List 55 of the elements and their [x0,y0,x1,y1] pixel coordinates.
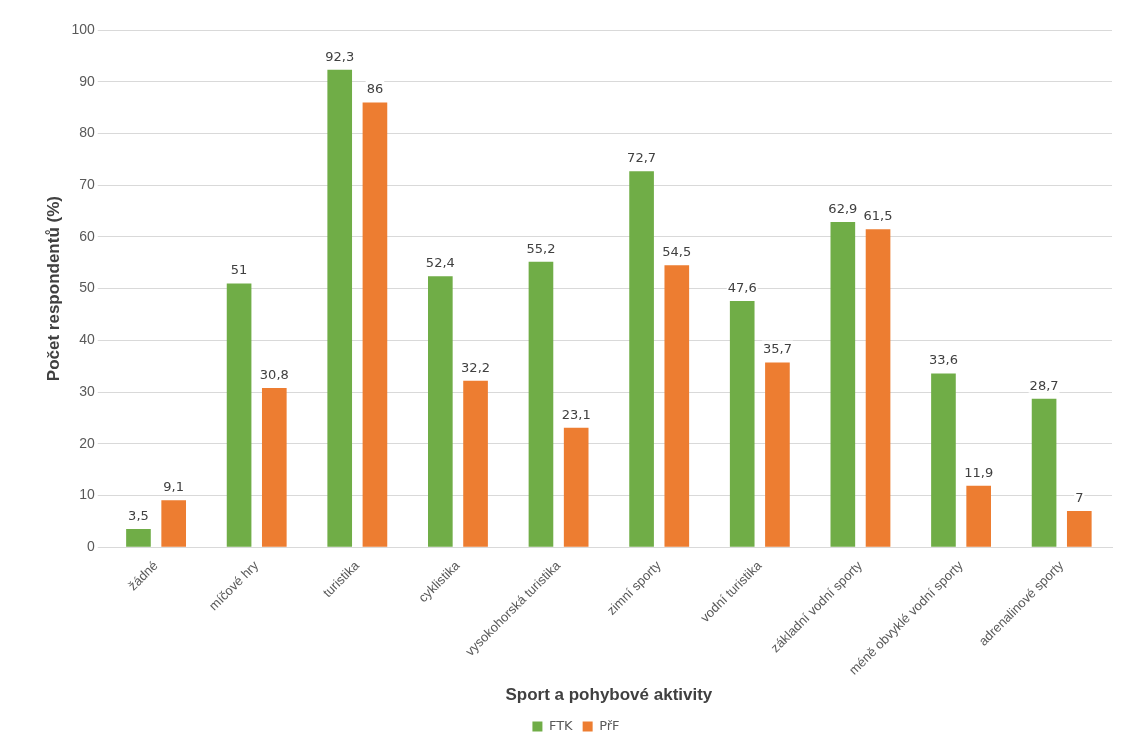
bar [1031,398,1057,547]
x-axis-title: Sport a pohybové aktivity [505,685,713,705]
data-label: 23,1 [561,406,591,422]
data-label: 52,4 [425,255,455,271]
bar [729,301,755,547]
y-tick-label: 10 [79,486,95,503]
data-label: 61,5 [863,208,893,224]
data-label: 86 [366,81,384,97]
legend-label: PřF [599,717,620,733]
y-tick-label: 0 [86,538,95,555]
bar [261,387,287,547]
y-tick-label: 60 [79,227,95,244]
data-label: 54,5 [662,244,692,260]
bar [528,261,554,547]
bar [362,102,388,547]
data-label: 51 [230,262,248,278]
y-tick-label: 40 [79,331,95,348]
data-label: 28,7 [1029,377,1059,393]
bar [327,69,353,547]
bar [226,283,252,547]
data-label: 32,2 [461,359,491,375]
data-label: 7 [1075,489,1084,505]
y-tick-label: 100 [71,20,95,37]
data-label: 11,9 [964,464,994,480]
bar [1066,511,1092,547]
bar [830,221,856,547]
bar [428,276,453,547]
bar [629,171,654,547]
y-axis-title: Počet respondentů (%) [43,196,63,382]
data-label: 35,7 [762,341,792,357]
bar [126,529,151,547]
bar [664,265,690,547]
data-label: 3,5 [128,508,149,523]
bar [463,380,488,547]
y-tick-label: 70 [79,176,95,193]
legend-label: FTK [548,717,574,733]
data-label: 9,1 [163,479,185,495]
y-tick-label: 90 [79,72,95,89]
data-label: 92,3 [325,48,355,64]
data-label: 47,6 [727,279,757,295]
bar [931,373,956,547]
data-label: 30,8 [259,366,289,382]
data-label: 55,2 [526,240,556,256]
y-tick-label: 30 [79,382,95,399]
bar [563,427,589,547]
data-label: 72,7 [627,150,657,166]
data-label: 62,9 [828,200,858,216]
bar [161,500,187,547]
y-tick-label: 50 [79,279,95,296]
bar [765,362,790,547]
bar [865,229,891,547]
data-label: 33,6 [928,352,958,368]
y-tick-label: 80 [79,124,95,141]
bar [966,485,991,547]
y-tick-label: 20 [79,434,95,451]
